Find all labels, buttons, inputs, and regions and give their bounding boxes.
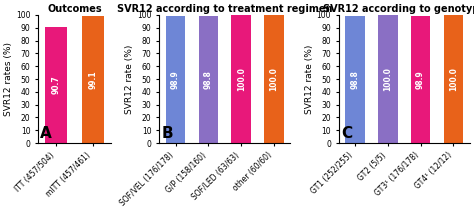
Bar <box>378 15 398 143</box>
Y-axis label: SVR12 rates (%): SVR12 rates (%) <box>4 42 13 116</box>
Text: 98.9: 98.9 <box>171 70 180 89</box>
Bar <box>345 17 365 143</box>
Text: 98.9: 98.9 <box>416 70 425 89</box>
Bar <box>46 27 67 143</box>
Title: SVR12 according to genotype: SVR12 according to genotype <box>323 4 474 14</box>
Bar <box>444 15 463 143</box>
Text: 100.0: 100.0 <box>270 67 279 91</box>
Bar <box>231 15 251 143</box>
Text: 98.8: 98.8 <box>350 70 359 89</box>
Text: 100.0: 100.0 <box>383 67 392 91</box>
Title: SVR12 according to treatment regimen: SVR12 according to treatment regimen <box>117 4 333 14</box>
Text: 98.8: 98.8 <box>204 70 213 89</box>
Text: C: C <box>341 126 352 141</box>
Bar <box>199 17 218 143</box>
Y-axis label: SVR12 rate (%): SVR12 rate (%) <box>305 44 314 114</box>
Text: A: A <box>39 126 51 141</box>
Text: 90.7: 90.7 <box>52 76 61 94</box>
Text: 99.1: 99.1 <box>88 70 97 89</box>
Text: 100.0: 100.0 <box>237 67 246 91</box>
Bar <box>264 15 284 143</box>
Y-axis label: SVR12 rate (%): SVR12 rate (%) <box>125 44 134 114</box>
Text: 100.0: 100.0 <box>449 67 458 91</box>
Text: B: B <box>162 126 173 141</box>
Bar <box>411 16 430 143</box>
Title: Outcomes: Outcomes <box>47 4 102 14</box>
Bar <box>166 16 185 143</box>
Bar <box>82 16 104 143</box>
